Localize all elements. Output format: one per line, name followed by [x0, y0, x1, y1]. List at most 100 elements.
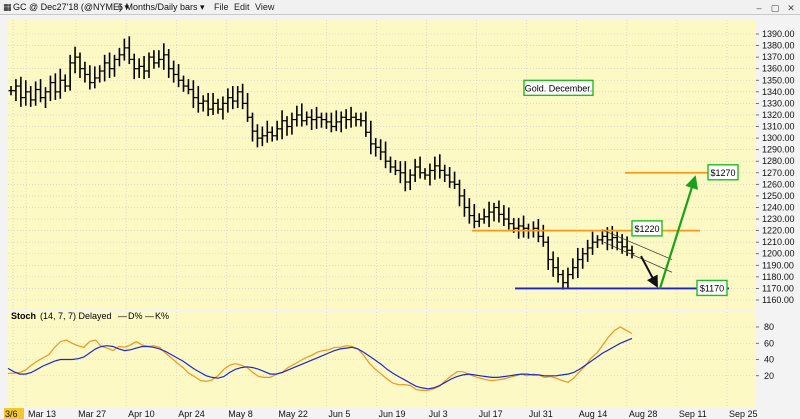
price-bar	[62, 74, 68, 92]
period-selector[interactable]: 6 Months/Daily bars ▾	[118, 2, 205, 12]
price-bar	[319, 112, 324, 128]
price-bar	[245, 92, 251, 122]
symbol-label[interactable]: GC @ Dec27'18 (@NYME) ▾	[13, 2, 130, 12]
date-highlight-box	[4, 408, 24, 419]
price-bar	[284, 116, 290, 136]
k-line	[8, 326, 633, 391]
price-bar	[151, 50, 157, 69]
price-bar	[506, 207, 512, 230]
label-1170-text: $1170	[700, 283, 724, 293]
menu-file[interactable]: File	[214, 2, 229, 12]
minimize-icon[interactable]: –	[756, 3, 762, 13]
price-tick-label: 1320.00	[762, 110, 795, 120]
price-bar	[97, 65, 103, 83]
price-bar	[555, 257, 561, 283]
price-bar	[28, 86, 34, 107]
symbol-icon[interactable]: ▦	[3, 2, 12, 12]
label-gold-december-text: Gold. December.	[525, 83, 593, 93]
price-bar	[565, 267, 571, 289]
price-tick-label: 1360.00	[762, 64, 795, 74]
price-bar	[82, 61, 88, 83]
price-bar	[378, 139, 384, 161]
price-bar	[156, 50, 162, 68]
price-bar	[471, 204, 477, 229]
menu-edit[interactable]: Edit	[234, 2, 250, 12]
date-tick-label: 3/6	[5, 409, 18, 419]
price-bar	[590, 231, 596, 255]
price-bar	[72, 46, 78, 74]
price-bar	[575, 247, 581, 279]
stoch-legend: Stoch (14, 7, 7) Delayed — D% — K%	[11, 311, 169, 321]
price-bar	[373, 138, 379, 157]
window-controls: – ▢ ✕	[754, 1, 796, 15]
price-bar	[181, 75, 186, 92]
price-bar	[461, 188, 467, 217]
close-icon[interactable]: ✕	[787, 3, 795, 13]
date-tick-label: Jun 5	[328, 409, 350, 419]
stoch-params: (14, 7, 7) Delayed	[40, 311, 112, 321]
label-gold-december-border	[523, 79, 594, 97]
price-bar	[427, 163, 433, 186]
price-tick-label: 1310.00	[762, 122, 795, 132]
date-tick-label: Jun 19	[379, 409, 406, 419]
price-bar	[368, 120, 374, 155]
price-bar	[383, 141, 389, 169]
price-bar	[67, 54, 73, 91]
price-bar	[254, 124, 260, 148]
price-bar	[235, 86, 241, 109]
date-tick-label: Jul 31	[529, 409, 553, 419]
date-tick-label: Apr 24	[178, 409, 205, 419]
price-bar	[516, 217, 522, 239]
up-arrow-icon	[658, 175, 698, 289]
date-tick-label: Jul 17	[479, 409, 503, 419]
price-bar	[190, 80, 196, 109]
price-bar	[476, 213, 482, 228]
stoch-pane-bg	[8, 312, 756, 407]
price-bar	[550, 251, 556, 277]
price-bar	[176, 64, 182, 88]
price-bar	[422, 168, 428, 180]
price-bar	[412, 158, 418, 183]
price-bar	[521, 215, 527, 238]
price-bar	[171, 60, 177, 83]
price-bar	[496, 200, 502, 223]
price-bar	[417, 156, 423, 179]
price-bar	[353, 112, 359, 127]
price-tick-label: 1190.00	[762, 260, 794, 270]
price-bar	[8, 86, 14, 96]
price-bar	[279, 110, 285, 140]
price-bar	[599, 229, 605, 245]
price-bar	[185, 79, 191, 95]
price-bar	[77, 52, 83, 78]
d-line	[7, 337, 633, 390]
price-bar	[269, 126, 275, 142]
maximize-icon[interactable]: ▢	[770, 3, 780, 13]
stoch-tick-label: 60	[764, 338, 774, 348]
title-bar: ▦ GC @ Dec27'18 (@NYME) ▾ 6 Months/Daily…	[0, 0, 800, 15]
price-bar	[131, 53, 137, 80]
price-bar	[141, 55, 147, 80]
price-bar	[501, 205, 507, 226]
price-bar	[540, 224, 546, 247]
price-bar	[102, 54, 108, 82]
channel-lower-line	[603, 241, 673, 273]
price-bar	[314, 106, 320, 129]
price-bar	[363, 111, 369, 137]
d-legend: D%	[128, 311, 143, 321]
price-bar	[225, 88, 231, 113]
price-bar	[107, 52, 113, 78]
date-tick-label: May 8	[228, 409, 253, 419]
date-tick-label: Mar 13	[28, 409, 56, 419]
price-tick-label: 1290.00	[762, 145, 795, 155]
d-legend-marker: —	[118, 311, 127, 321]
price-bar	[13, 79, 19, 102]
price-bar	[116, 47, 122, 67]
date-tick-label: May 22	[278, 409, 308, 419]
price-bar	[570, 258, 576, 280]
price-bar	[210, 92, 216, 115]
price-tick-label: 1160.00	[762, 295, 794, 305]
price-bar	[161, 43, 167, 70]
menu-view[interactable]: View	[255, 2, 275, 12]
date-tick-label: Mar 27	[78, 409, 106, 419]
